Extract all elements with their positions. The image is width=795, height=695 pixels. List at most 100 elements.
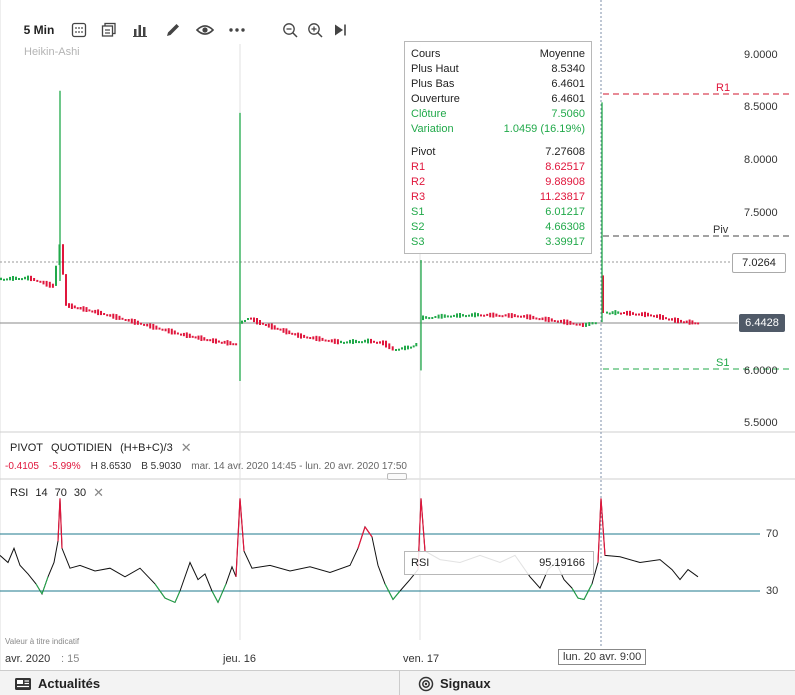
chart-canvas[interactable] [0,0,795,670]
candle [523,315,526,318]
candle [532,315,535,320]
candle [143,323,146,326]
candle [677,318,679,324]
candle [569,320,572,325]
zoom-in-icon[interactable] [304,18,326,42]
candle [173,330,176,335]
candle [85,307,88,312]
candle [556,320,559,323]
candle [318,336,321,342]
candle [553,320,556,322]
pencil-icon[interactable] [162,18,184,42]
candle [235,343,238,346]
candle [632,312,634,315]
candle [446,315,449,318]
rsi-close-icon[interactable]: ✕ [93,485,104,500]
rsi-indicator-legend[interactable]: RSI 14 70 30 ✕ [10,485,104,501]
candle [152,323,155,330]
candle [641,312,643,317]
pivot-close-icon[interactable]: ✕ [180,440,192,455]
candle [76,307,79,310]
candle [401,347,403,350]
candle [355,339,357,344]
candle [270,323,273,330]
candle [501,315,504,318]
candle [550,318,553,322]
candle [244,320,246,322]
candle [176,332,179,335]
news-tab[interactable]: Actualités [0,671,400,695]
tooltip-row: Variation 1.0459 (16.19%) [411,123,585,135]
candle [526,314,529,320]
candle [462,314,464,317]
tooltip-row: Cours Moyenne [411,48,585,60]
tooltip-row: Plus Haut 8.5340 [411,63,585,75]
news-icon [15,677,31,690]
pivot-indicator-legend[interactable]: PIVOT QUOTIDIEN (H+B+C)/3 ✕ [10,440,192,456]
candle [477,313,479,317]
time-label-16: jeu. 16 [223,653,257,665]
candle [504,314,507,317]
candle [407,345,409,350]
candle [395,349,397,351]
news-tab-label: Actualités [38,676,101,691]
candle [668,318,670,321]
candle [91,310,94,313]
candle [212,338,215,344]
signals-tab[interactable]: Signaux [400,671,491,695]
pivot-date-range: mar. 14 avr. 2020 14:45 - lun. 20 avr. 2… [191,461,407,472]
candle [697,322,700,325]
tooltip-row: S3 3.39917 [411,236,585,248]
candle [33,278,36,281]
candle [30,275,32,282]
candle [507,313,510,318]
candle [691,320,694,325]
layers-icon[interactable] [98,18,120,42]
candle [498,314,501,317]
candle [443,314,446,318]
timeframe-selector[interactable]: 5 Min [23,23,55,37]
candle [291,332,294,335]
candle [682,321,685,324]
candle [367,338,369,344]
play-icon[interactable] [330,18,350,42]
candle [223,340,226,344]
panel-resize-handle[interactable] [387,473,407,480]
candle [376,341,378,344]
candle [694,322,697,325]
candle [324,339,327,342]
candle [388,343,391,350]
candle [185,332,188,338]
candle [48,281,51,288]
candle [15,276,17,280]
candle [674,317,676,323]
candle [321,337,324,341]
rsi-tooltip-label: RSI [411,557,430,569]
candle [412,345,415,348]
pivot-period: QUOTIDIEN [51,442,113,454]
candle [391,346,394,351]
candle [480,314,482,317]
candle [349,339,351,344]
eye-icon[interactable] [194,18,216,42]
candle [140,322,142,325]
price-label-9: 9.0000 [744,49,778,61]
rsi-oversold-segments [35,576,593,603]
candle [306,336,309,339]
candle [68,303,70,308]
candle [220,341,223,344]
calculator-icon[interactable] [68,18,90,42]
candle [146,323,149,327]
more-icon[interactable] [226,18,248,42]
candle [121,317,124,320]
candle [437,314,440,319]
zoom-out-icon[interactable] [279,18,301,42]
candle [620,312,622,315]
candle [315,335,318,341]
candle [73,305,76,309]
candle [404,345,406,351]
candle [65,274,67,306]
candle [24,276,26,280]
candle [241,320,243,324]
bar-chart-icon[interactable] [129,18,151,42]
